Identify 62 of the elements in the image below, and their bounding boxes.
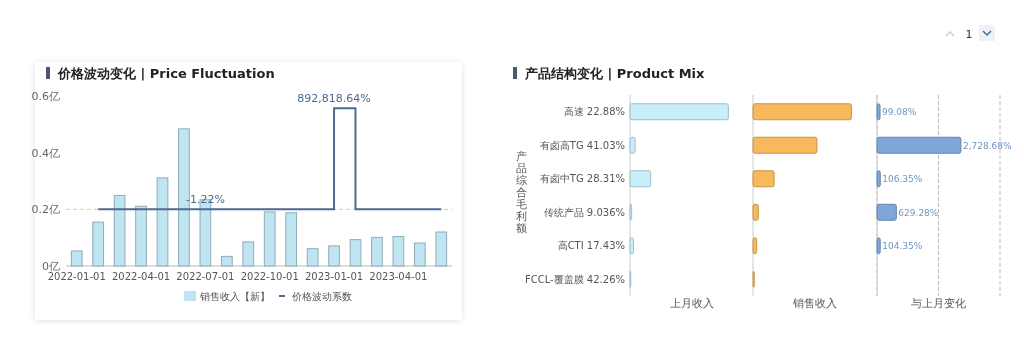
x-tick-label: 2022-07-01 bbox=[176, 271, 235, 282]
data-label: 892,818.64% bbox=[297, 92, 371, 106]
data-label: 2,728.68% bbox=[962, 140, 1012, 151]
data-label: 106.35% bbox=[882, 174, 923, 185]
bar bbox=[392, 236, 405, 267]
y-tick-label: 0.2亿 bbox=[31, 203, 60, 217]
bar bbox=[70, 250, 83, 267]
bar bbox=[629, 237, 634, 255]
bar bbox=[371, 236, 383, 267]
y-axis-title: 产品综合毛利额 bbox=[515, 149, 527, 235]
x-tick-label: 2022-10-01 bbox=[240, 271, 299, 282]
y-tick-label: 高速 22.88% bbox=[563, 106, 625, 118]
legend-label: 销售收入【新】 bbox=[199, 291, 270, 302]
x-tick-label: 2023-04-01 bbox=[369, 271, 428, 282]
bar bbox=[306, 248, 319, 267]
x-tick-label: 2022-01-01 bbox=[47, 271, 106, 282]
bar bbox=[263, 211, 276, 267]
chart-title: 价格波动变化 | Price Fluctuation bbox=[57, 66, 275, 81]
bar bbox=[876, 170, 881, 188]
bar bbox=[413, 242, 426, 267]
bar bbox=[328, 245, 340, 267]
data-label: 104.35% bbox=[882, 241, 923, 252]
data-label: 629.28% bbox=[898, 207, 939, 218]
data-label: 99.08% bbox=[882, 107, 917, 118]
bar bbox=[135, 205, 147, 267]
y-tick-label: 有卤高TG 41.03% bbox=[539, 139, 625, 151]
bar bbox=[629, 170, 652, 188]
bar bbox=[92, 221, 105, 267]
bar bbox=[752, 136, 818, 154]
y-tick-label: 0.4亿 bbox=[31, 146, 60, 160]
data-label: -1.22% bbox=[185, 193, 225, 207]
y-tick-label: 高CTI 17.43% bbox=[557, 240, 625, 252]
bar bbox=[752, 237, 758, 255]
chart-title: 产品结构变化 | Product Mix bbox=[524, 66, 706, 81]
bar bbox=[220, 255, 233, 267]
bar bbox=[752, 103, 852, 121]
y-tick-label: 0.6亿 bbox=[31, 90, 60, 103]
y-tick-label: 有卤中TG 28.31% bbox=[539, 173, 625, 185]
text: 1 bbox=[965, 28, 973, 41]
bar bbox=[876, 136, 962, 154]
y-tick-label: 传统产品 9.036% bbox=[543, 206, 625, 218]
bar bbox=[752, 203, 759, 221]
bar bbox=[629, 136, 636, 154]
x-tick-label: 2022-04-01 bbox=[111, 271, 171, 282]
bar bbox=[156, 177, 169, 267]
legend-label: 价格波动系数 bbox=[291, 291, 352, 302]
bar bbox=[242, 241, 255, 267]
bar bbox=[285, 212, 298, 267]
bar bbox=[113, 194, 126, 267]
x-axis-title: 与上月变化 bbox=[911, 297, 966, 310]
bar bbox=[349, 239, 362, 267]
bar bbox=[435, 231, 448, 267]
bar bbox=[876, 103, 881, 121]
x-axis-title: 销售收入 bbox=[791, 297, 837, 310]
bar bbox=[629, 103, 729, 121]
y-tick-label: FCCL-覆盖膜 42.26% bbox=[524, 273, 625, 285]
x-tick-label: 2023-01-01 bbox=[304, 271, 364, 282]
y-tick-label: 0亿 bbox=[42, 260, 60, 273]
bar bbox=[876, 203, 897, 221]
bar bbox=[752, 170, 775, 188]
bar bbox=[876, 237, 881, 255]
x-axis-title: 上月收入 bbox=[669, 297, 714, 310]
